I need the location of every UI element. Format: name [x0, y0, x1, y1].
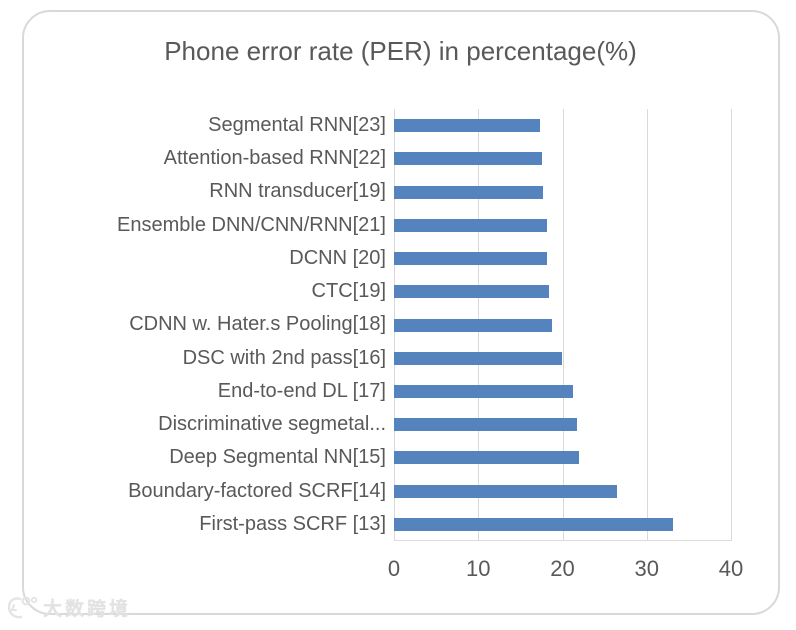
gridline-x-20 [562, 109, 564, 541]
bar-5 [394, 252, 548, 266]
category-label: RNN transducer[19] [209, 180, 386, 203]
gridline-x-40 [731, 109, 732, 541]
category-label: DCNN [20] [289, 246, 386, 269]
category-label: End-to-end DL [17] [217, 379, 386, 402]
bar-4 [394, 218, 548, 232]
x-tick-label: 0 [387, 556, 401, 581]
x-tick-label: 10 [466, 556, 491, 581]
watermark-logo-icon [7, 596, 38, 618]
chart-title: Phone error rate (PER) in percentage(%) [164, 36, 637, 66]
category-label: Attention-based RNN[22] [163, 147, 386, 170]
category-label: DSC with 2nd pass[16] [182, 346, 386, 369]
category-label: Segmental RNN[23] [208, 114, 386, 136]
category-label: CTC[19] [311, 280, 386, 303]
bar-9 [394, 384, 573, 398]
bar-13 [394, 517, 673, 531]
plot-area [394, 109, 732, 541]
x-tick-label: 40 [718, 556, 744, 581]
watermark-text: 大数跨境 [43, 599, 132, 620]
category-axis: Segmental RNN[23] Attention-based RNN[22]… [0, 109, 386, 541]
chart-panel [22, 10, 780, 615]
bar-3 [394, 185, 544, 199]
category-label: Boundary-factored SCRF[14] [128, 479, 386, 502]
x-tick-label: 20 [550, 556, 575, 581]
bar-8 [394, 351, 562, 365]
bar-12 [394, 484, 618, 498]
category-label: Ensemble DNN/CNN/RNN[21] [117, 213, 386, 236]
gridline-x-30 [646, 109, 648, 541]
x-axis-tick-labels: 0 10 20 30 40 [388, 556, 743, 590]
bar-11 [394, 451, 579, 465]
watermark: 大数跨境 [6, 594, 131, 621]
x-tick-label: 30 [634, 556, 659, 581]
bar-2 [394, 152, 543, 166]
category-label: Deep Segmental NN[15] [169, 446, 386, 469]
category-label: CDNN w. Hater.s Pooling[18] [129, 313, 386, 336]
bar-1 [394, 119, 540, 133]
category-label: Discriminative segmetal... [158, 413, 386, 436]
category-label: First-pass SCRF [13] [199, 512, 386, 535]
bar-7 [394, 318, 552, 332]
bar-6 [394, 285, 550, 299]
bar-10 [394, 418, 577, 432]
